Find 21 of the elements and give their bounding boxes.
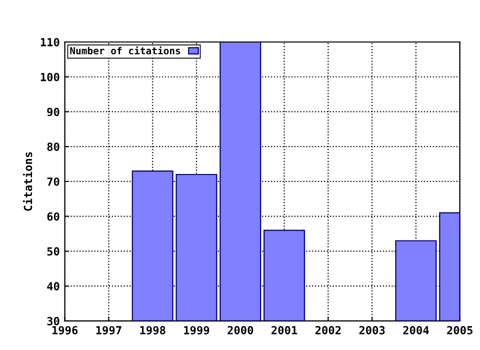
y-tick-label: 40	[47, 282, 60, 290]
x-tick-label: 2002	[315, 326, 341, 334]
y-tick-label: 50	[47, 247, 60, 256]
x-tick-label: 2005	[447, 326, 472, 334]
legend-label: Number of citations	[70, 46, 180, 54]
x-tick-label: 1999	[184, 326, 210, 334]
y-tick-label: 90	[47, 108, 60, 116]
x-tick-label: 1997	[96, 326, 122, 334]
x-tick-label: 2001	[272, 326, 298, 334]
y-tick-label: 30	[47, 316, 60, 326]
x-tick-label: 1998	[140, 326, 166, 334]
x-tick-label: 2003	[359, 326, 385, 334]
y-tick-label: 70	[47, 177, 60, 186]
x-tick-label: 2004	[403, 326, 429, 334]
x-tick-label: 1996	[52, 326, 78, 334]
y-tick-label: 100	[40, 72, 60, 82]
x-tick-label: 2000	[228, 326, 254, 334]
y-tick-label: 80	[47, 142, 60, 151]
y-tick-label: 110	[40, 38, 60, 46]
y-axis-title: Citations	[22, 152, 32, 211]
y-tick-label: 60	[47, 212, 60, 221]
